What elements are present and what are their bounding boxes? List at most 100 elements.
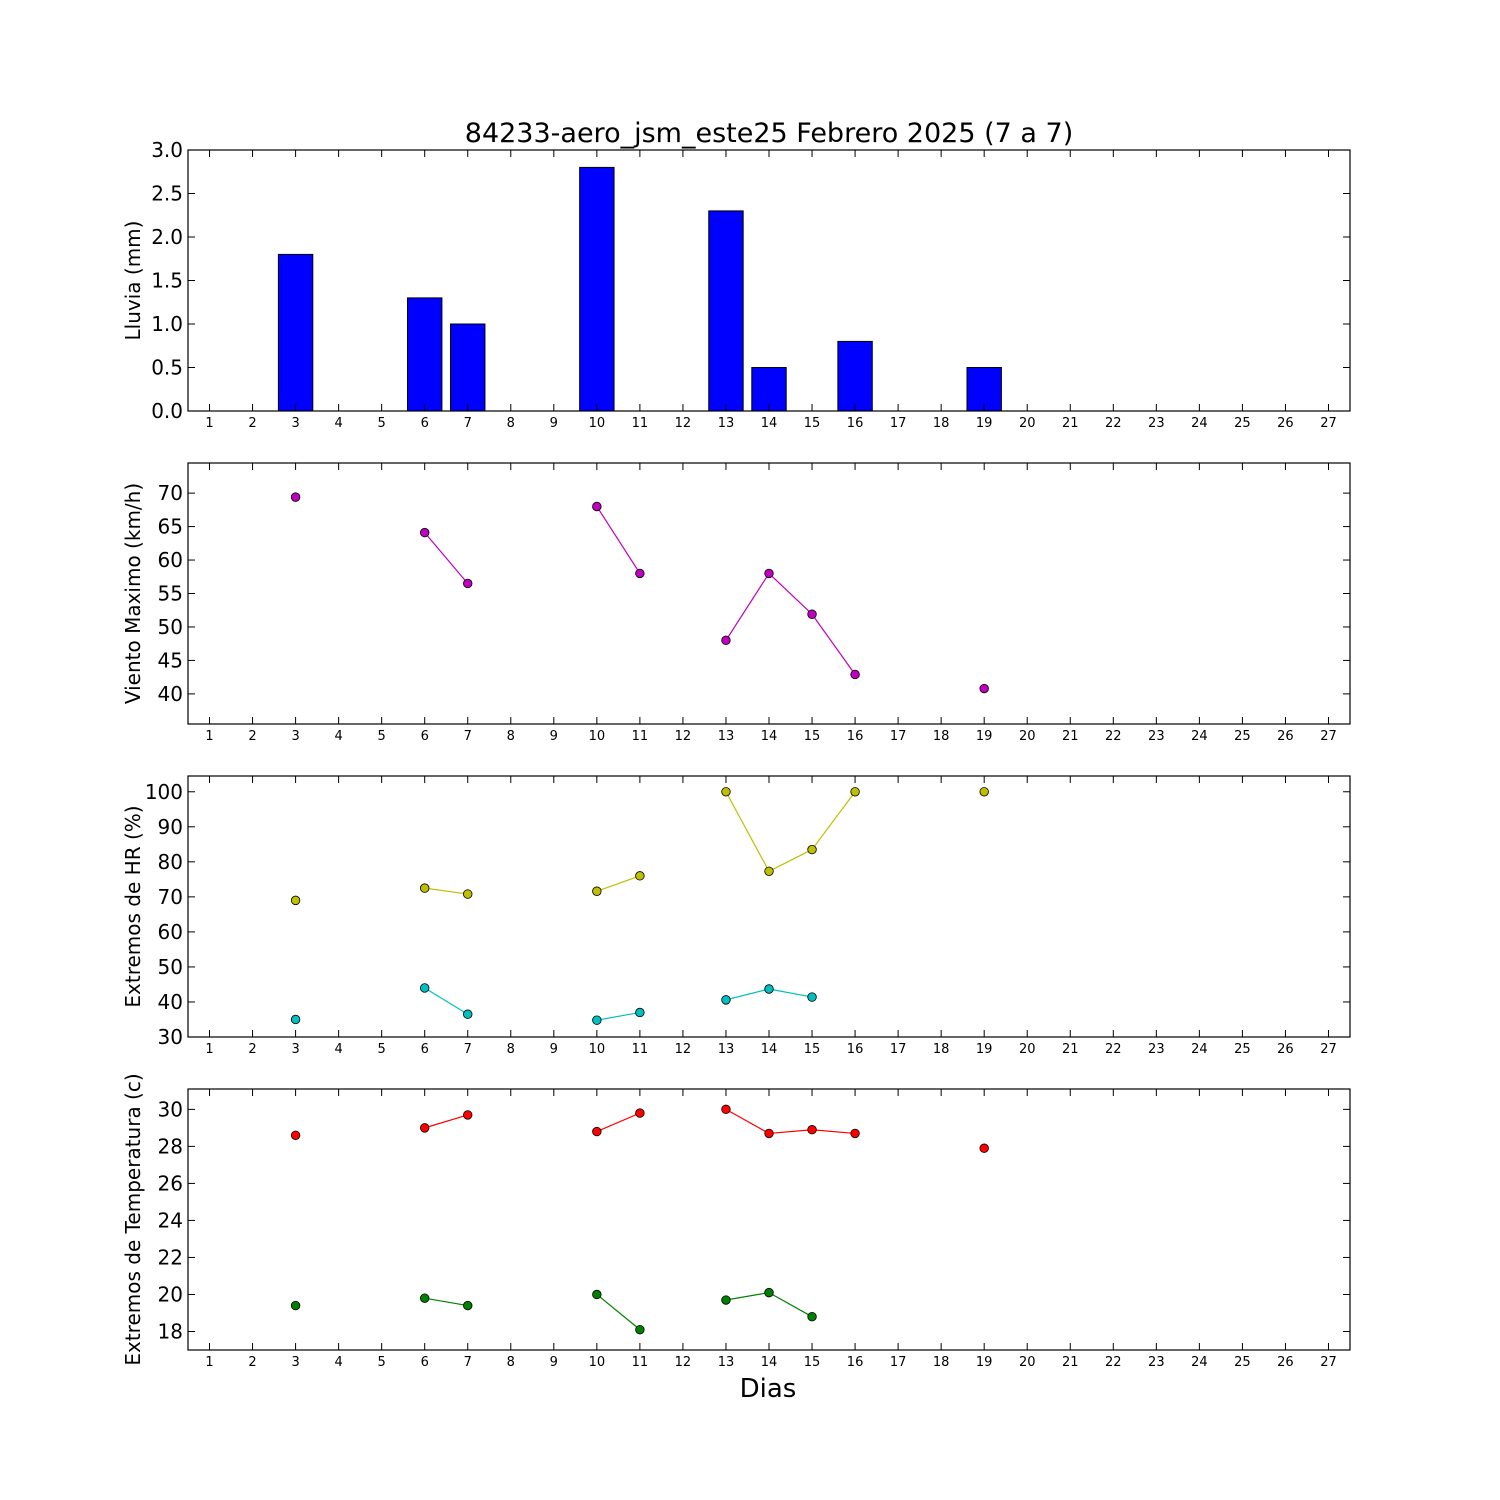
series-1-point-day-6 bbox=[420, 883, 430, 893]
y-axis-label: Lluvia (mm) bbox=[121, 221, 145, 341]
series-1-point-day-10 bbox=[592, 886, 602, 896]
series-1-point-day-19 bbox=[979, 787, 989, 797]
y-tick-label: 1.5 bbox=[151, 269, 183, 293]
x-tick-label: 10 bbox=[589, 1355, 606, 1370]
x-tick-label: 24 bbox=[1191, 1042, 1208, 1057]
series-1-point-day-3 bbox=[290, 895, 301, 906]
series-1-point-day-10 bbox=[592, 501, 602, 512]
x-tick-label: 20 bbox=[1019, 1042, 1036, 1057]
x-tick-label: 20 bbox=[1019, 416, 1036, 431]
series-2-segment bbox=[768, 988, 813, 998]
x-tick-label: 26 bbox=[1277, 1042, 1294, 1057]
x-tick-label: 18 bbox=[933, 1042, 950, 1057]
y-tick-label: 65 bbox=[158, 515, 183, 539]
x-tick-label: 7 bbox=[464, 1042, 472, 1057]
x-tick-label: 10 bbox=[589, 729, 606, 744]
x-tick-label: 22 bbox=[1105, 729, 1122, 744]
y-tick-label: 2.5 bbox=[151, 182, 183, 206]
x-tick-label: 25 bbox=[1234, 1355, 1251, 1370]
x-tick-label: 4 bbox=[334, 729, 342, 744]
series-1-point-day-14 bbox=[764, 866, 774, 876]
series-1-segment bbox=[424, 1114, 468, 1129]
series-2-point-day-14 bbox=[764, 984, 774, 994]
series-1-point-day-15 bbox=[807, 1125, 817, 1135]
x-tick-label: 11 bbox=[632, 1355, 649, 1370]
x-tick-label: 4 bbox=[334, 416, 342, 431]
y-tick-label: 50 bbox=[158, 615, 183, 639]
x-tick-label: 15 bbox=[804, 416, 821, 431]
series-1-segment bbox=[596, 875, 641, 892]
x-tick-label: 6 bbox=[421, 416, 429, 431]
y-axis-label: Extremos de Temperatura (c) bbox=[121, 1073, 145, 1365]
y-tick-label: 100 bbox=[145, 780, 183, 804]
x-tick-label: 19 bbox=[976, 1355, 993, 1370]
y-tick-label: 60 bbox=[158, 548, 183, 572]
series-1-segment bbox=[811, 613, 856, 675]
x-tick-label: 6 bbox=[421, 729, 429, 744]
series-2-point-day-3 bbox=[290, 1014, 301, 1025]
series-2-point-day-15 bbox=[807, 1311, 817, 1322]
series-1-segment bbox=[725, 1108, 770, 1134]
x-tick-label: 19 bbox=[976, 1042, 993, 1057]
x-tick-label: 1 bbox=[205, 1355, 213, 1370]
x-tick-label: 3 bbox=[291, 1355, 299, 1370]
x-tick-label: 20 bbox=[1019, 1355, 1036, 1370]
y-tick-label: 1.0 bbox=[151, 312, 183, 336]
x-tick-label: 22 bbox=[1105, 416, 1122, 431]
y-tick-label: 30 bbox=[158, 1097, 183, 1121]
x-tick-label: 6 bbox=[421, 1355, 429, 1370]
x-tick-label: 14 bbox=[761, 1355, 778, 1370]
x-tick-label: 7 bbox=[464, 416, 472, 431]
y-tick-label: 40 bbox=[158, 682, 183, 706]
y-tick-label: 50 bbox=[158, 955, 183, 979]
x-tick-label: 3 bbox=[291, 416, 299, 431]
series-1-point-day-11 bbox=[635, 871, 645, 881]
x-tick-label: 23 bbox=[1148, 729, 1165, 744]
x-tick-label: 18 bbox=[933, 416, 950, 431]
series-1-point-day-6 bbox=[420, 1123, 430, 1133]
series-1-point-day-11 bbox=[635, 1108, 645, 1118]
series-2-segment bbox=[725, 1292, 770, 1301]
series-1-point-day-3 bbox=[290, 1130, 301, 1140]
series-1-segment bbox=[596, 1112, 641, 1133]
series-2-point-day-7 bbox=[463, 1300, 473, 1311]
series-2-point-day-6 bbox=[420, 1293, 430, 1303]
x-tick-label: 17 bbox=[890, 1042, 907, 1057]
y-tick-label: 55 bbox=[158, 582, 183, 606]
series-1-point-day-7 bbox=[463, 578, 473, 589]
x-tick-label: 2 bbox=[248, 416, 256, 431]
x-tick-label: 13 bbox=[718, 1042, 735, 1057]
x-tick-label: 8 bbox=[507, 1355, 515, 1370]
y-axis-label: Viento Maximo (km/h) bbox=[121, 483, 145, 704]
series-2-point-day-13 bbox=[721, 1295, 731, 1305]
x-tick-label: 10 bbox=[589, 1042, 606, 1057]
series-1-point-day-13 bbox=[721, 1104, 731, 1115]
x-tick-label: 21 bbox=[1062, 729, 1079, 744]
x-tick-label: 18 bbox=[933, 1355, 950, 1370]
series-2-point-day-13 bbox=[721, 995, 731, 1005]
bar-day-13 bbox=[708, 210, 744, 412]
series-1-segment bbox=[768, 572, 813, 615]
x-tick-label: 15 bbox=[804, 1355, 821, 1370]
x-tick-label: 24 bbox=[1191, 1355, 1208, 1370]
x-tick-label: 8 bbox=[507, 416, 515, 431]
x-tick-label: 17 bbox=[890, 729, 907, 744]
y-tick-label: 3.0 bbox=[151, 138, 183, 162]
x-tick-label: 14 bbox=[761, 416, 778, 431]
x-tick-label: 16 bbox=[847, 1042, 864, 1057]
series-2-segment bbox=[424, 987, 469, 1015]
bar-day-3 bbox=[277, 253, 314, 412]
x-tick-label: 25 bbox=[1234, 416, 1251, 431]
series-1-segment bbox=[424, 532, 469, 584]
series-1-segment bbox=[768, 1129, 813, 1135]
series-2-point-day-3 bbox=[290, 1300, 301, 1311]
y-axis-label: Extremos de HR (%) bbox=[121, 805, 145, 1007]
x-tick-label: 12 bbox=[675, 416, 692, 431]
x-tick-label: 24 bbox=[1191, 416, 1208, 431]
y-tick-label: 20 bbox=[158, 1282, 183, 1306]
x-tick-label: 5 bbox=[378, 729, 386, 744]
series-1-point-day-13 bbox=[721, 635, 731, 646]
